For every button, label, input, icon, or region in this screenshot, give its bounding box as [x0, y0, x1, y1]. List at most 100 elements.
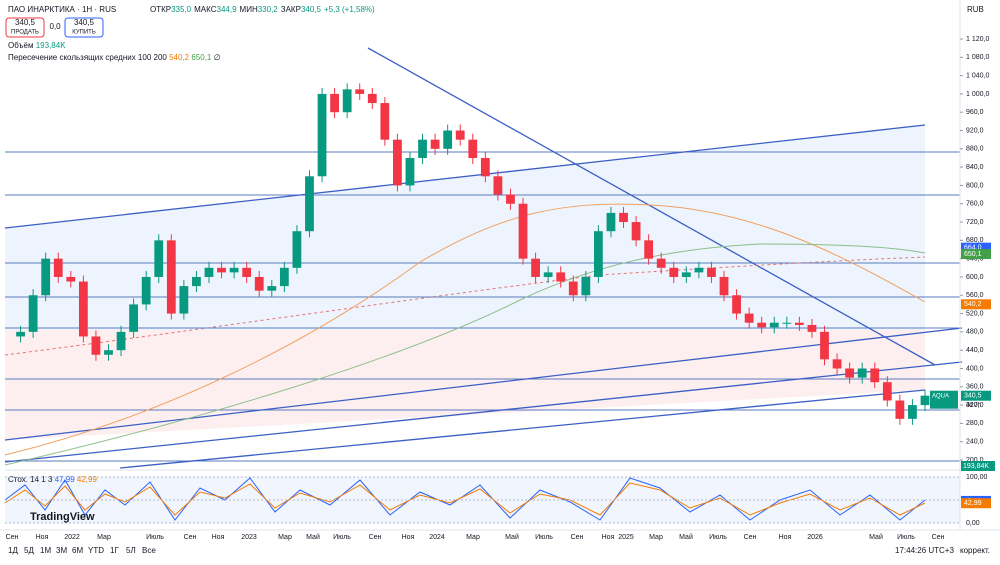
- countdown: 4d 7h: [966, 402, 981, 408]
- x-tick-label: Ноя: [36, 534, 49, 541]
- range-button[interactable]: Все: [142, 546, 156, 555]
- candle: [16, 331, 25, 337]
- candle: [355, 89, 365, 94]
- trend-lines: [4, 47, 963, 469]
- candle: [606, 212, 616, 232]
- candle: [154, 240, 164, 277]
- x-tick-label: Сен: [571, 534, 584, 541]
- y-tick-label: 360,0: [966, 384, 984, 391]
- x-tick-label: Июль: [333, 534, 351, 541]
- candle: [166, 240, 176, 314]
- candle: [192, 276, 201, 287]
- price-badge-label: 540,2: [964, 301, 982, 308]
- range-button[interactable]: 3М: [56, 546, 67, 555]
- y-tick-label: 280,0: [966, 420, 984, 427]
- volume-badge-bg: [961, 461, 995, 471]
- candle: [543, 272, 553, 277]
- ma-legend: Пересечение скользящих средних 100 200 5…: [8, 53, 221, 62]
- candle: [66, 276, 76, 282]
- candle: [405, 157, 415, 186]
- x-tick-label: Сен: [932, 534, 945, 541]
- x-tick-label: Мар: [278, 534, 292, 541]
- buy-price[interactable]: 340,5: [74, 18, 95, 27]
- range-button[interactable]: 1М: [40, 546, 51, 555]
- candle: [895, 400, 905, 419]
- candle: [179, 286, 189, 314]
- ma-200: [4, 243, 926, 466]
- y-tick-label: 1 120,0: [966, 36, 989, 43]
- x-tick-label: Сен: [369, 534, 382, 541]
- candle: [330, 93, 339, 113]
- candle: [104, 350, 113, 355]
- ohlc: ОТКР335,0 МАКС344,9 МИН330,2 ЗАКР340,5 +5,3 …: [150, 5, 375, 14]
- y-tick-label: 480,0: [966, 329, 984, 336]
- price-badge: [961, 390, 991, 401]
- candle: [506, 194, 515, 204]
- price-badge-label: 340,5: [964, 393, 982, 400]
- sell-button[interactable]: [5, 17, 45, 38]
- price-badge: [961, 249, 991, 260]
- stoch-tick-label: 0,00: [966, 520, 980, 527]
- y-tick-label: 800,0: [966, 182, 984, 189]
- y-tick-label: 200,0: [966, 457, 984, 464]
- candle: [681, 272, 691, 277]
- candle: [719, 276, 729, 296]
- candle: [782, 322, 792, 324]
- candle: [418, 139, 427, 158]
- buy-label[interactable]: КУПИТЬ: [72, 30, 96, 36]
- candle: [53, 258, 63, 277]
- stoch-tick-label: 100,00: [966, 474, 988, 481]
- volume-badge: 193,84K: [963, 463, 989, 470]
- candle: [229, 267, 239, 273]
- y-tick-label: 760,0: [966, 201, 984, 208]
- candle: [531, 258, 540, 277]
- candle: [594, 231, 603, 277]
- range-button[interactable]: 1Д: [8, 546, 18, 555]
- candle: [694, 267, 704, 273]
- sell-price[interactable]: 340,5: [15, 18, 36, 27]
- x-tick-label: Июль: [709, 534, 727, 541]
- candle: [493, 176, 503, 195]
- x-tick-label: Май: [869, 533, 883, 541]
- y-tick-label: 320,0: [966, 402, 984, 409]
- candle: [644, 240, 654, 259]
- y-tick-label: 680,0: [966, 237, 984, 244]
- range-button[interactable]: YTD: [88, 546, 104, 555]
- candle: [267, 286, 277, 291]
- candle: [367, 93, 377, 104]
- candle: [342, 89, 352, 113]
- x-tick-label: Мар: [649, 534, 663, 541]
- sell-label[interactable]: ПРОДАТЬ: [11, 30, 39, 36]
- currency[interactable]: RUB: [967, 5, 984, 14]
- x-tick-label: 2024: [429, 534, 445, 541]
- candle: [380, 103, 390, 140]
- candle: [78, 281, 88, 337]
- candle: [28, 295, 38, 332]
- volume: Объём 193,84K: [8, 41, 66, 50]
- candle: [455, 130, 465, 140]
- adjust[interactable]: коррект.: [960, 546, 990, 555]
- candle: [656, 258, 666, 268]
- range-button[interactable]: 1Г: [110, 546, 119, 555]
- last-tag: AQUA: [932, 393, 949, 399]
- candle: [129, 304, 139, 332]
- y-tick-label: 840,0: [966, 164, 984, 171]
- range-button[interactable]: 5Д: [24, 546, 34, 555]
- candle: [393, 139, 402, 186]
- candle: [317, 93, 327, 177]
- candle: [857, 368, 867, 378]
- candle: [807, 325, 817, 332]
- range-button[interactable]: 6М: [72, 546, 83, 555]
- buy-button[interactable]: [64, 17, 104, 38]
- range-button[interactable]: 5Л: [126, 546, 136, 555]
- candle: [568, 281, 578, 296]
- levels: [5, 151, 960, 462]
- y-tick-label: 1 000,0: [966, 91, 989, 98]
- candle: [908, 405, 917, 419]
- y-tick-label: 720,0: [966, 219, 984, 226]
- candle: [920, 395, 930, 406]
- symbol: ПАО ИНАРКТИКА · 1Н · RUS: [8, 5, 116, 14]
- stoch-d: [4, 482, 926, 516]
- candle: [518, 203, 528, 259]
